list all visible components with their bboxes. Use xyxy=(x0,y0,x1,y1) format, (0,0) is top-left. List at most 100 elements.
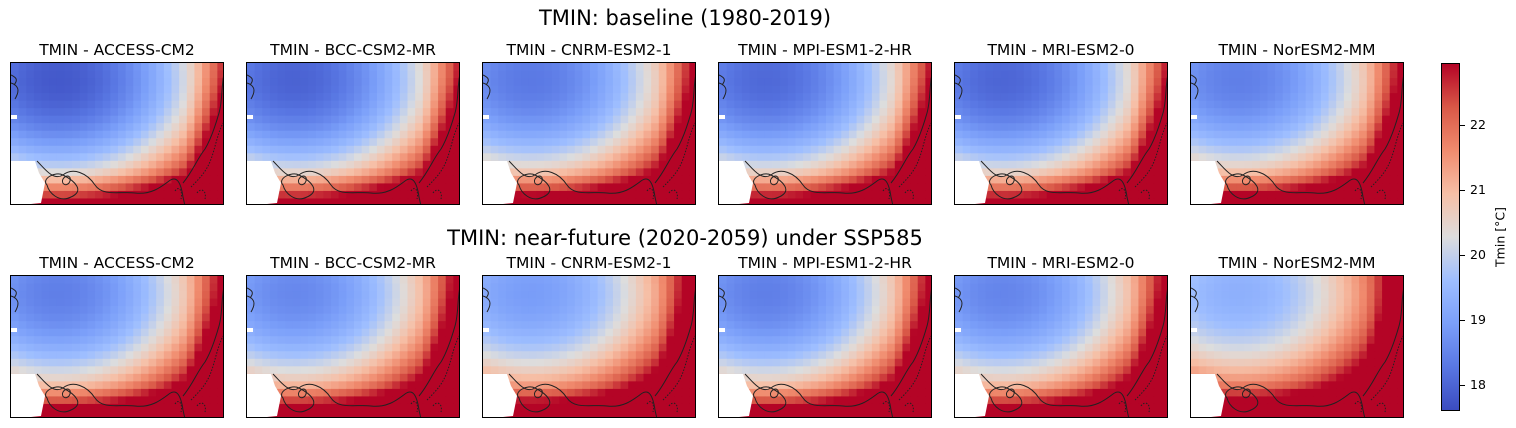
grid-cell xyxy=(551,78,561,87)
grid-cell xyxy=(217,63,223,72)
grid-cell xyxy=(338,276,347,285)
grid-cell xyxy=(567,153,576,162)
border-line xyxy=(1118,188,1150,200)
grid-cell xyxy=(1236,100,1246,109)
grid-cell xyxy=(1146,130,1155,139)
grid-cell xyxy=(376,403,386,413)
grid-cell xyxy=(772,108,781,117)
grid-cell xyxy=(346,276,355,285)
grid-cell xyxy=(1320,108,1330,117)
grid-cell xyxy=(749,100,758,109)
grid-cell xyxy=(56,190,66,200)
grid-cell xyxy=(1343,100,1353,109)
grid-cell xyxy=(651,283,660,292)
grid-cell xyxy=(1282,78,1291,87)
grid-cell xyxy=(559,123,568,132)
grid-cell xyxy=(818,291,827,300)
grid-cell xyxy=(1221,198,1230,204)
grid-cell xyxy=(209,403,218,413)
grid-cell xyxy=(415,138,424,147)
grid-cell xyxy=(1275,100,1284,109)
grid-cell xyxy=(544,145,553,154)
grid-cell xyxy=(658,283,668,292)
grid-cell xyxy=(1229,115,1238,124)
grid-cell xyxy=(354,373,363,382)
grid-cell xyxy=(1229,183,1238,192)
grid-cell xyxy=(1229,168,1238,177)
grid-cell xyxy=(430,130,439,139)
grid-cell xyxy=(171,153,180,162)
grid-cell xyxy=(1031,198,1040,204)
grid-cell xyxy=(217,130,223,139)
grid-cell xyxy=(148,403,157,413)
grid-cell xyxy=(171,93,180,102)
grid-cell xyxy=(125,358,134,367)
grid-cell xyxy=(79,283,89,292)
grid-cell xyxy=(376,373,386,382)
grid-cell xyxy=(528,198,538,204)
grid-cell xyxy=(612,343,622,352)
grid-cell xyxy=(887,93,896,102)
grid-cell xyxy=(308,70,317,79)
grid-cell xyxy=(148,78,157,87)
grid-cell xyxy=(346,321,355,330)
grid-cell xyxy=(635,153,645,162)
grid-cell xyxy=(1328,85,1337,94)
grid-cell xyxy=(217,108,223,117)
grid-cell xyxy=(590,328,599,337)
grid-cell xyxy=(453,160,459,169)
grid-cell xyxy=(1130,100,1140,109)
grid-cell xyxy=(505,145,515,154)
grid-cell xyxy=(674,381,683,390)
grid-cell xyxy=(49,328,58,337)
grid-cell xyxy=(1054,70,1063,79)
grid-cell xyxy=(1069,168,1078,177)
grid-cell xyxy=(871,160,881,169)
grid-cell xyxy=(772,153,781,162)
grid-cell xyxy=(49,373,58,382)
grid-cell xyxy=(1343,78,1353,87)
grid-cell xyxy=(544,115,553,124)
grid-cell xyxy=(1100,145,1109,154)
grid-cell xyxy=(308,366,317,375)
grid-cell xyxy=(674,70,683,79)
grid-cell xyxy=(628,153,637,162)
grid-cell xyxy=(597,63,606,72)
grid-cell xyxy=(118,306,127,315)
grid-cell xyxy=(300,291,309,300)
grid-cell xyxy=(483,130,492,139)
grid-cell xyxy=(1153,190,1162,200)
grid-cell xyxy=(64,78,73,87)
border-line xyxy=(662,122,695,188)
grid-cell xyxy=(140,388,150,398)
grid-cell xyxy=(864,115,873,124)
map-svg xyxy=(955,63,1167,204)
grid-cell xyxy=(202,198,211,204)
grid-cell xyxy=(331,328,340,337)
grid-cell xyxy=(41,276,50,285)
grid-cell xyxy=(1077,78,1086,87)
grid-cell xyxy=(331,313,340,322)
grid-cell xyxy=(1244,160,1253,169)
grid-cell xyxy=(87,108,96,117)
grid-cell xyxy=(894,63,904,72)
grid-cell xyxy=(749,85,758,94)
grid-cell xyxy=(26,351,35,360)
grid-cell xyxy=(247,153,256,162)
grid-cell xyxy=(171,366,180,375)
grid-cell xyxy=(962,63,971,72)
grid-cell xyxy=(590,190,599,200)
grid-cell xyxy=(1069,198,1078,204)
grid-cell xyxy=(787,93,797,102)
grid-cell xyxy=(445,168,454,177)
grid-cell xyxy=(202,313,211,322)
grid-cell xyxy=(582,351,591,360)
grid-cell xyxy=(513,130,522,139)
grid-cell xyxy=(1328,100,1337,109)
grid-cell xyxy=(323,276,332,285)
grid-cell xyxy=(1290,93,1299,102)
ocean-mask xyxy=(11,328,17,332)
grid-cell xyxy=(658,328,668,337)
grid-cell xyxy=(300,183,309,192)
grid-cell xyxy=(544,411,553,417)
